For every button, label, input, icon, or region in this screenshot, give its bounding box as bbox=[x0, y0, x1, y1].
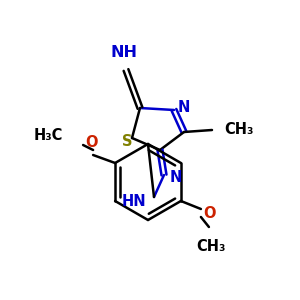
Text: N: N bbox=[178, 100, 190, 115]
Text: O: O bbox=[85, 135, 97, 150]
Text: N: N bbox=[170, 169, 182, 184]
Text: CH₃: CH₃ bbox=[196, 239, 226, 254]
Text: O: O bbox=[203, 206, 215, 220]
Text: CH₃: CH₃ bbox=[224, 122, 254, 137]
Text: H₃C: H₃C bbox=[34, 128, 63, 142]
Text: NH: NH bbox=[110, 45, 137, 60]
Text: HN: HN bbox=[122, 194, 146, 208]
Text: S: S bbox=[122, 134, 132, 149]
